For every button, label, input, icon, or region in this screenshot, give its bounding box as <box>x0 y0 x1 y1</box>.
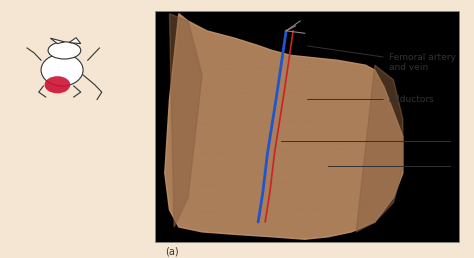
Polygon shape <box>169 14 202 227</box>
Bar <box>155 11 459 242</box>
Circle shape <box>48 42 81 59</box>
Text: Adductors: Adductors <box>308 95 435 104</box>
Ellipse shape <box>41 54 83 86</box>
Polygon shape <box>165 14 403 239</box>
Text: Femoral artery
and vein: Femoral artery and vein <box>308 46 456 72</box>
Polygon shape <box>356 65 403 232</box>
Polygon shape <box>69 38 81 44</box>
Text: (a): (a) <box>165 247 178 257</box>
Polygon shape <box>50 38 64 44</box>
Ellipse shape <box>45 76 70 93</box>
